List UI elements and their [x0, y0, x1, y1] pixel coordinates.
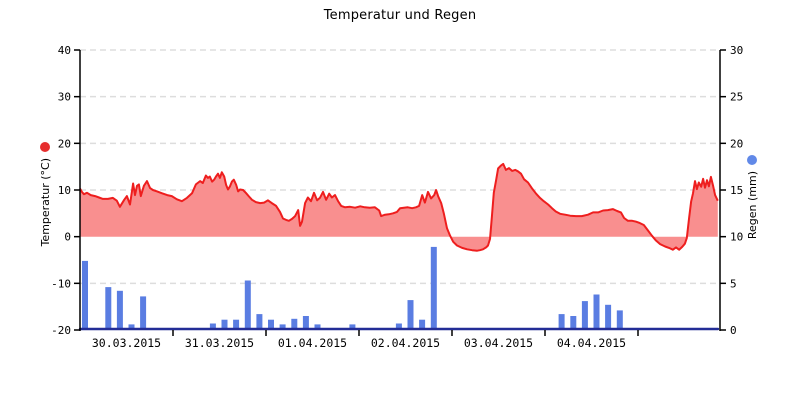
- rain-bar: [581, 301, 588, 330]
- right-axis-tick-label: 30: [730, 44, 743, 57]
- temperature-line: [79, 162, 719, 252]
- left-axis-tick-label: -10: [51, 277, 71, 290]
- right-axis-label-group: Regen (mm): [741, 155, 763, 239]
- left-axis-tick-label: 20: [58, 137, 71, 150]
- rain-bar: [209, 323, 216, 330]
- rain-bar: [291, 318, 298, 330]
- rain-bar: [570, 316, 577, 330]
- rain-bar: [407, 300, 414, 330]
- temperature-area: [80, 163, 718, 251]
- x-axis-date-label: 04.04.2015: [557, 336, 626, 350]
- rain-bar: [419, 319, 426, 330]
- rain-bar: [105, 287, 112, 330]
- rain-bar: [558, 314, 565, 330]
- left-axis-tick-label: 40: [58, 44, 71, 57]
- rain-bar: [593, 294, 600, 330]
- rain-bar: [244, 280, 251, 330]
- right-axis-tick-label: 25: [730, 91, 743, 104]
- rain-bar: [268, 319, 274, 330]
- rain-bar: [128, 324, 135, 330]
- right-axis-tick-label: 5: [730, 277, 737, 290]
- right-axis-tick-label: 15: [730, 184, 743, 197]
- rain-bar: [349, 324, 356, 330]
- rain-bar: [82, 260, 88, 330]
- x-axis-date-label: 01.04.2015: [278, 336, 347, 350]
- rain-bar: [302, 316, 309, 330]
- rain-bar: [279, 324, 286, 330]
- rain-bar: [430, 246, 437, 330]
- rain-bar: [221, 319, 228, 330]
- rain-bar: [116, 290, 123, 330]
- right-axis-tick-label: 10: [730, 231, 743, 244]
- rain-bar: [605, 304, 612, 330]
- left-axis-tick-label: 10: [58, 184, 71, 197]
- x-axis-date-label: 03.04.2015: [464, 336, 533, 350]
- rain-series-marker-icon: [747, 155, 757, 165]
- x-axis-date-label: 02.04.2015: [371, 336, 440, 350]
- left-axis-label-group: Temperatur (°C): [34, 142, 56, 246]
- rain-bar: [395, 323, 402, 330]
- x-axis-date-label: 31.03.2015: [185, 336, 254, 350]
- right-axis-tick-label: 0: [730, 324, 737, 337]
- left-axis-tick-label: 0: [64, 231, 71, 244]
- temperature-series-marker-icon: [40, 142, 50, 152]
- rain-bar: [140, 296, 147, 330]
- left-axis-tick-label: -20: [51, 324, 71, 337]
- x-axis-date-label: 30.03.2015: [92, 336, 161, 350]
- right-axis-tick-label: 20: [730, 137, 743, 150]
- left-axis-tick-label: 30: [58, 91, 71, 104]
- rain-bar: [616, 310, 623, 330]
- rain-bar: [314, 324, 321, 330]
- chart-title: Temperatur und Regen: [323, 8, 477, 23]
- rain-bar: [233, 319, 240, 330]
- rain-bar: [256, 314, 263, 330]
